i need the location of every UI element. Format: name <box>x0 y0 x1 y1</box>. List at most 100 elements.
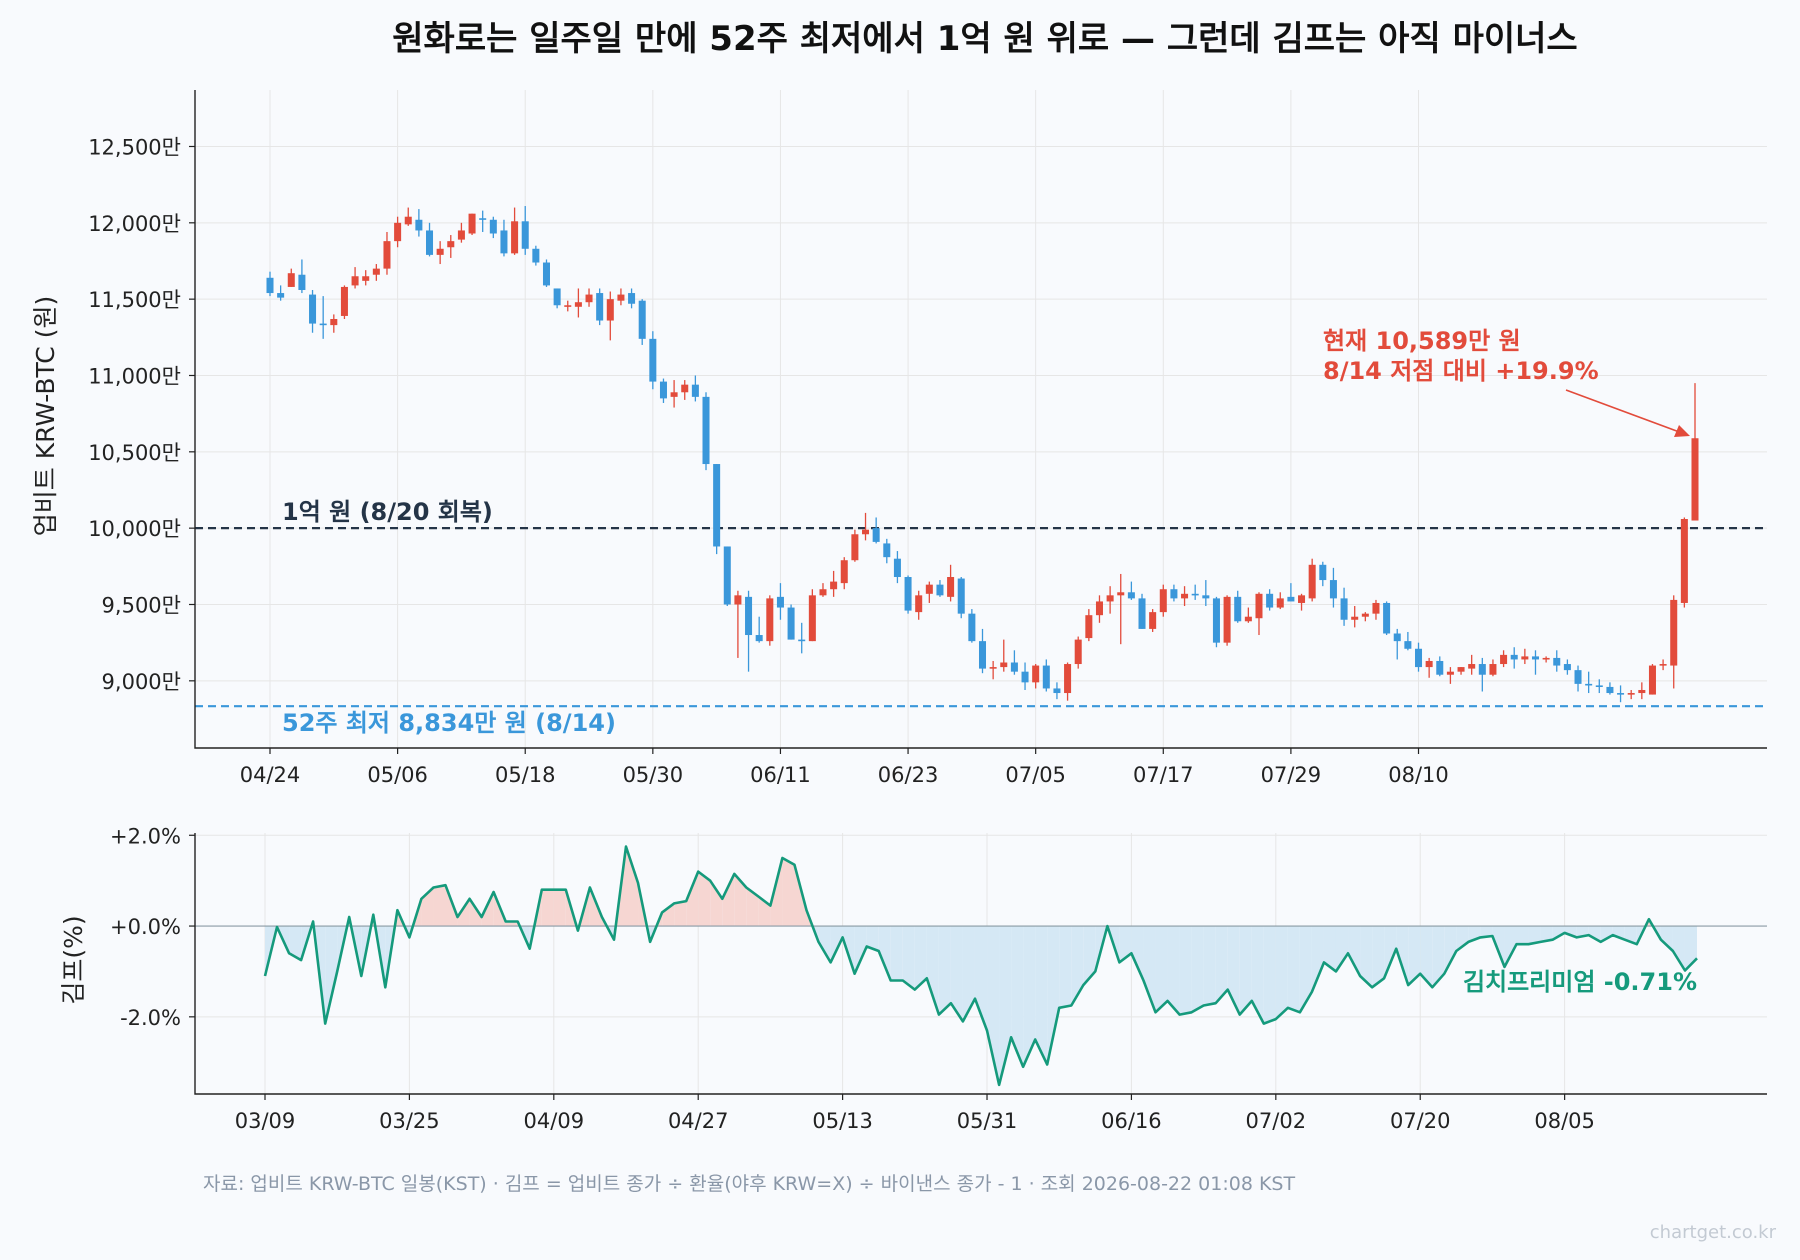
candle-body <box>1170 589 1178 599</box>
price-candle <box>1351 606 1359 628</box>
candle-body <box>957 578 965 614</box>
price-candle <box>1106 586 1114 614</box>
price-candle <box>1574 665 1582 692</box>
kimp-negative-fill <box>962 926 975 1022</box>
price-candle <box>617 288 625 306</box>
candle-body <box>1680 518 1688 603</box>
price-candle <box>915 590 923 620</box>
price-candle <box>287 268 295 287</box>
price-candle <box>1298 593 1306 611</box>
price-candle <box>1617 685 1625 703</box>
candle-body <box>1212 598 1220 643</box>
candle-body <box>1553 657 1561 666</box>
candle-body <box>1010 662 1018 672</box>
candle-body <box>585 294 593 303</box>
kimp-negative-fill <box>1564 926 1577 938</box>
kimp-x-tick-label: 03/09 <box>235 1109 296 1133</box>
candle-body <box>893 558 901 578</box>
price-candle <box>1053 682 1061 700</box>
kimp-y-axis-title: 김프(%) <box>59 915 88 1004</box>
price-candle <box>362 270 370 286</box>
price-candle <box>1138 593 1146 629</box>
kimp-positive-fill <box>433 885 446 927</box>
candle-body <box>436 248 444 255</box>
price-candle <box>1542 656 1550 663</box>
price-candle <box>638 299 646 345</box>
kimp-series-line <box>263 845 1698 1087</box>
candle-body <box>1053 688 1061 694</box>
candle-body <box>1021 671 1029 683</box>
kimp-negative-fill <box>938 926 951 1015</box>
kimp-positive-fill <box>782 857 795 927</box>
candle-body <box>1287 596 1295 602</box>
price-x-tick-label: 04/24 <box>240 763 301 787</box>
kimp-negative-fill <box>1335 926 1349 972</box>
candle-body <box>947 577 955 597</box>
kimp-positive-fill <box>722 873 735 927</box>
price-candle <box>1042 659 1050 692</box>
price-candle <box>936 580 944 597</box>
price-candle <box>1553 650 1561 672</box>
price-candle <box>468 213 476 236</box>
price-candle <box>606 291 614 341</box>
candle-body <box>1181 593 1189 599</box>
kimp-negative-fill <box>1660 926 1673 952</box>
price-candle <box>766 595 774 646</box>
kimp-y-tick-label: +2.0% <box>110 824 181 848</box>
price-candle <box>309 289 317 333</box>
price-candle <box>1181 586 1189 607</box>
price-candle <box>745 590 753 672</box>
price-candle <box>1457 667 1465 675</box>
price-candle <box>925 581 933 603</box>
candle-body <box>1106 595 1114 602</box>
kimp-positive-fill <box>553 889 566 927</box>
candle-body <box>1340 598 1348 620</box>
kimp-negative-fill <box>1348 926 1361 976</box>
candle-body <box>447 241 455 248</box>
price-x-tick-label: 06/23 <box>878 763 939 787</box>
kimp-negative-fill <box>1011 926 1024 1067</box>
candle-body <box>862 529 870 535</box>
candle-body <box>787 607 795 640</box>
price-candle <box>277 285 285 301</box>
kimp-negative-fill <box>289 926 302 961</box>
candle-body <box>883 543 891 558</box>
price-y-axis-title: 업비트 KRW-BTC (원) <box>31 296 60 536</box>
price-candle <box>1404 631 1412 651</box>
price-candle <box>1691 383 1699 521</box>
kimp-negative-fill <box>1059 926 1072 1008</box>
candle-body <box>1468 664 1476 669</box>
price-candle <box>1638 682 1646 700</box>
price-candle <box>489 216 497 239</box>
candle-body <box>904 577 912 611</box>
price-candle <box>1308 558 1316 602</box>
candle-body <box>1255 593 1263 619</box>
kimp-negative-fill <box>1287 926 1300 1013</box>
price-candle <box>542 259 551 287</box>
candle-body <box>1489 664 1497 675</box>
candle-body <box>330 319 338 326</box>
candle-body <box>1095 601 1103 616</box>
price-candle <box>330 314 338 333</box>
candle-body <box>372 268 380 275</box>
candle-body <box>1595 685 1603 688</box>
price-candle <box>1202 580 1210 607</box>
price-candle <box>394 216 402 248</box>
price-candle <box>904 575 912 614</box>
price-candle <box>372 264 380 281</box>
price-candle <box>1510 647 1518 669</box>
kimp-negative-fill <box>914 926 927 990</box>
candle-body <box>1659 664 1667 666</box>
price-candle <box>415 209 423 237</box>
candle-body <box>1138 598 1146 629</box>
price-gridlines <box>195 90 1767 748</box>
candle-body <box>628 293 636 304</box>
price-candle <box>1021 662 1029 690</box>
candle-body <box>1127 592 1135 599</box>
kimp-negative-fill <box>818 926 831 963</box>
price-candle <box>1585 671 1593 694</box>
candle-body <box>500 230 508 254</box>
candle-body <box>1329 580 1337 599</box>
candle-body <box>426 230 434 255</box>
kimp-negative-fill <box>1516 926 1529 945</box>
